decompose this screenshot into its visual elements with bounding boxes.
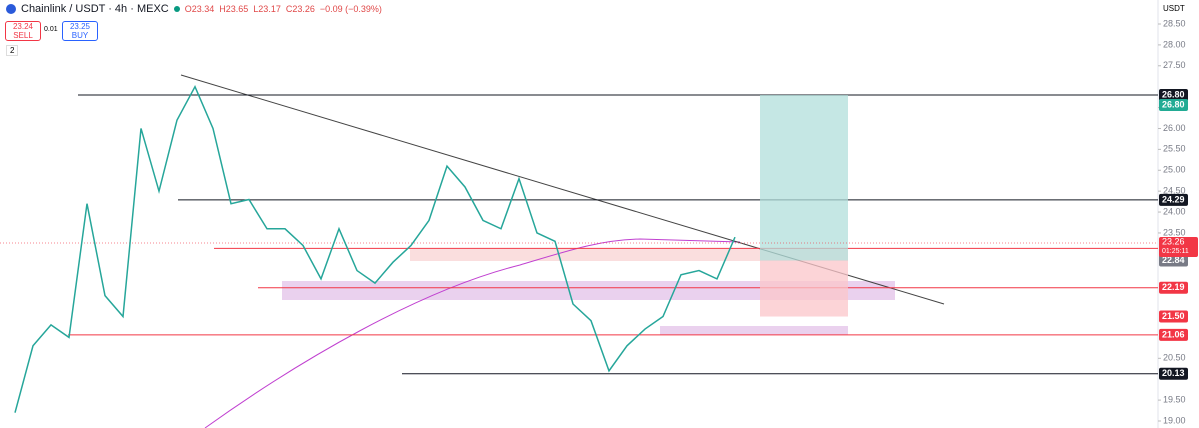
zone	[282, 281, 895, 300]
status	[173, 6, 180, 12]
stop-zone	[760, 260, 848, 317]
y-tick-label: 27.50	[1163, 60, 1186, 70]
sell-label: SELL	[13, 31, 33, 40]
y-tick-label: 25.00	[1163, 165, 1186, 175]
last-price-label: 23.26	[1162, 236, 1185, 246]
y-tick-label: 26.00	[1163, 123, 1186, 133]
y-tick-label: 28.50	[1163, 18, 1186, 28]
y-tick-label: 24.50	[1163, 186, 1186, 196]
spread: 0.01	[44, 26, 58, 33]
price-tag	[1159, 254, 1188, 267]
target-zone	[760, 95, 848, 261]
price-tag	[1159, 367, 1188, 380]
price-tag	[1159, 99, 1188, 112]
sell-button[interactable]: 23.24 SELL	[5, 21, 41, 41]
high: H23.65	[219, 4, 249, 14]
price-tag	[1159, 236, 1198, 257]
entry-label: 22.84	[1162, 255, 1185, 265]
price-line	[14, 84, 736, 413]
y-tick-label: 25.50	[1163, 144, 1186, 154]
header: Chainlink / USDT · 4h · MEXC O23.34 H23.…	[6, 3, 382, 15]
stop-label: 21.50	[1162, 311, 1185, 321]
low: L23.17	[253, 4, 281, 14]
symbol: Chainlink / USDT · 4h · MEXC	[21, 3, 169, 15]
buy-price: 23.25	[69, 22, 91, 31]
y-tick-label: 23.50	[1163, 227, 1186, 237]
open: O23.34	[184, 4, 215, 14]
price-tag	[1159, 328, 1188, 341]
level-label: 21.06	[1162, 329, 1185, 339]
zone	[660, 326, 848, 335]
level-label: 24.29	[1162, 194, 1185, 204]
y-tick-label: 28.00	[1163, 39, 1186, 49]
sell-price: 23.24	[12, 22, 34, 31]
price-tag	[1159, 89, 1188, 102]
icon	[6, 4, 16, 14]
price-tag	[1159, 193, 1188, 206]
level-label: 26.80	[1162, 89, 1185, 99]
buy-button[interactable]: 23.25 BUY	[62, 21, 98, 41]
buy-label: BUY	[71, 31, 89, 40]
moving-average	[204, 238, 741, 428]
level-label: 22.19	[1162, 282, 1185, 292]
target-label: 26.80	[1162, 99, 1185, 109]
price-tag	[1159, 310, 1188, 323]
y-tick-label: 20.50	[1163, 353, 1186, 363]
y-tick-label: 24.00	[1163, 206, 1186, 216]
price-tag	[1159, 281, 1188, 294]
countdown: 01:25:11	[1162, 248, 1189, 255]
zone	[410, 249, 848, 261]
level-label: 20.13	[1162, 368, 1185, 378]
y-tick-label: 19.50	[1163, 394, 1186, 404]
indicators-toggle[interactable]: 2	[6, 45, 19, 56]
y-tick-label: 19.00	[1163, 415, 1186, 425]
close: C23.26	[285, 4, 315, 14]
change: −0.09 (−0.39%)	[319, 4, 382, 14]
currency[interactable]: USDT	[1163, 4, 1185, 13]
